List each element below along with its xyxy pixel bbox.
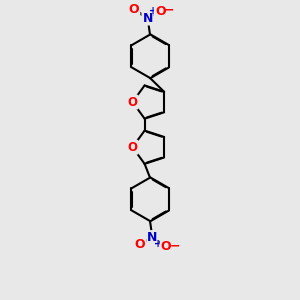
- Text: N: N: [147, 231, 158, 244]
- Text: O: O: [134, 238, 145, 251]
- Text: O: O: [155, 5, 166, 18]
- Text: +: +: [149, 6, 157, 16]
- Text: O: O: [129, 3, 139, 16]
- Text: −: −: [164, 3, 174, 16]
- Text: O: O: [161, 239, 171, 253]
- Text: N: N: [142, 11, 153, 25]
- Text: +: +: [154, 239, 162, 249]
- Text: −: −: [170, 239, 180, 253]
- Text: O: O: [128, 141, 137, 154]
- Text: O: O: [128, 95, 137, 109]
